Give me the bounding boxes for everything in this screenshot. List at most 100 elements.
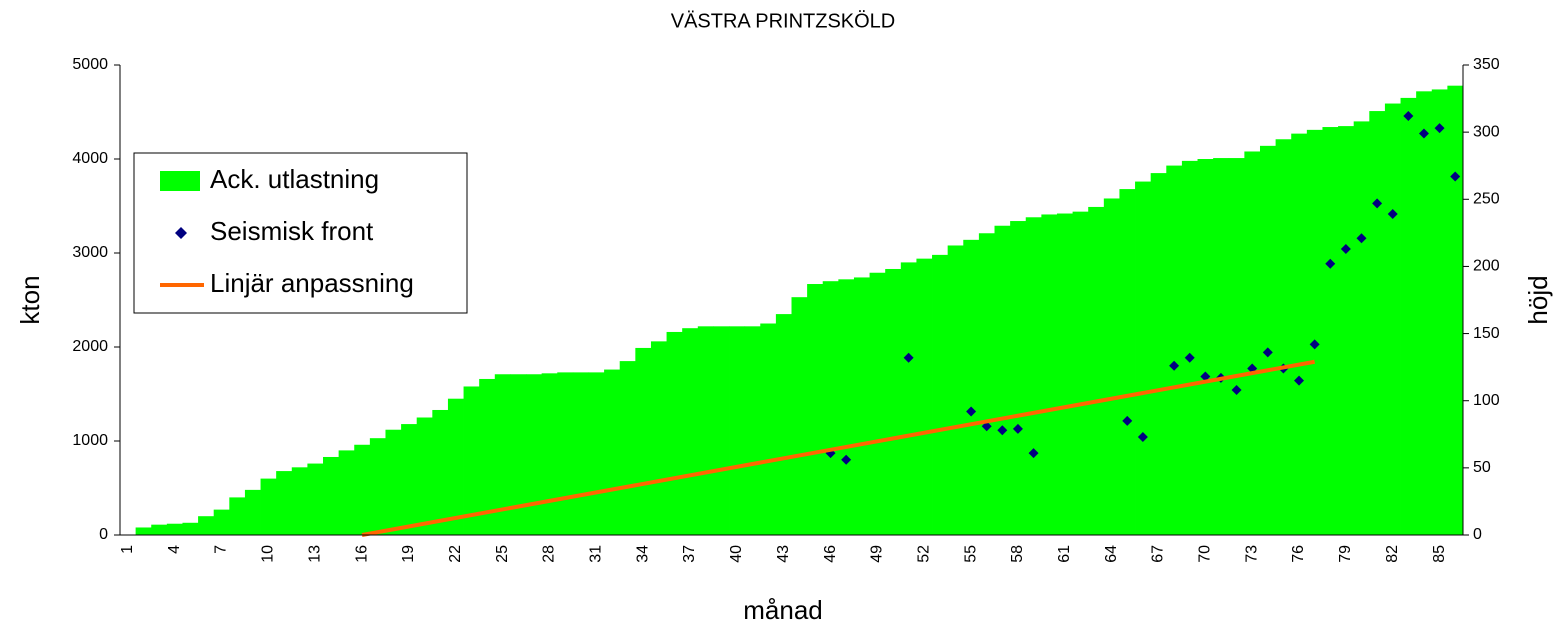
y2-tick-label: 150: [1473, 325, 1500, 342]
bar: [1306, 129, 1323, 536]
bar: [229, 497, 246, 535]
scatter-point: [1356, 233, 1367, 244]
scatter-point: [1184, 352, 1195, 363]
scatter-point: [1418, 128, 1429, 139]
bar: [494, 374, 511, 535]
scatter-point: [1372, 198, 1383, 209]
bar: [276, 471, 293, 535]
bar: [307, 463, 324, 535]
bar: [182, 522, 199, 535]
bar: [838, 279, 855, 535]
bar: [1259, 145, 1277, 535]
y2-axis-title: höjd: [1523, 275, 1553, 324]
x-tick-label: 55: [962, 545, 979, 563]
bar: [526, 374, 543, 535]
bar: [479, 378, 496, 535]
x-tick-label: 19: [400, 545, 417, 563]
bar: [1447, 85, 1464, 536]
scatter-point: [1294, 375, 1305, 386]
bar: [416, 417, 433, 535]
bar: [244, 489, 261, 535]
x-tick-label: 82: [1384, 545, 1401, 563]
bar: [1338, 126, 1355, 535]
x-tick-label: 7: [213, 545, 230, 554]
scatter-point: [1169, 360, 1180, 371]
scatter-point: [1309, 339, 1320, 350]
bar: [1291, 133, 1308, 535]
legend-swatch: [160, 171, 200, 191]
bar: [260, 478, 277, 535]
bar: [463, 386, 480, 535]
scatter-point: [1262, 347, 1273, 358]
x-tick-label: 31: [588, 545, 605, 563]
y2-tick-label: 350: [1473, 56, 1500, 73]
y2-tick-label: 300: [1473, 123, 1500, 140]
x-tick-label: 25: [494, 545, 511, 563]
bar: [994, 225, 1011, 536]
bar: [1400, 97, 1417, 536]
x-tick-label: 37: [681, 545, 698, 563]
x-tick-label: 34: [634, 545, 651, 563]
bar: [1072, 211, 1089, 535]
scatter-point: [1434, 123, 1445, 134]
y2-tick-label: 200: [1473, 258, 1500, 275]
bar: [1275, 139, 1292, 535]
bar: [385, 429, 402, 535]
bar: [151, 524, 168, 535]
bar: [604, 369, 621, 535]
bar: [760, 323, 777, 535]
bar: [1197, 159, 1214, 535]
bar: [1213, 158, 1230, 535]
bar: [853, 277, 870, 535]
x-tick-label: 43: [775, 545, 792, 563]
bar: [729, 326, 746, 535]
y-tick-label: 5000: [72, 56, 108, 73]
bar: [369, 438, 386, 535]
bar: [1166, 165, 1183, 535]
bar: [1384, 103, 1401, 535]
bar: [744, 326, 761, 535]
bar: [666, 331, 683, 535]
scatter-point: [841, 454, 852, 465]
bar: [588, 372, 605, 535]
bar: [1181, 160, 1198, 535]
x-axis-title: månad: [743, 595, 823, 625]
x-tick-label: 46: [822, 545, 839, 563]
scatter-point: [1137, 431, 1148, 442]
y-tick-label: 3000: [72, 244, 108, 261]
bar: [1353, 121, 1370, 536]
y-tick-label: 1000: [72, 432, 108, 449]
bar: [1088, 206, 1105, 535]
bar: [354, 444, 371, 535]
bar: [541, 373, 558, 535]
bar: [401, 424, 418, 535]
bar: [947, 245, 964, 536]
legend-marker: [175, 227, 187, 239]
x-tick-label: 61: [1056, 545, 1073, 563]
bar: [1010, 221, 1027, 536]
y-axis-title: kton: [15, 275, 45, 324]
bar: [635, 347, 652, 535]
bar: [572, 372, 589, 535]
x-tick-label: 73: [1243, 545, 1260, 563]
bar: [432, 409, 449, 535]
bar: [697, 326, 714, 535]
bar: [323, 456, 340, 535]
scatter-point: [1012, 423, 1023, 434]
y-tick-label: 4000: [72, 150, 108, 167]
bar: [1135, 181, 1152, 535]
scatter-point: [997, 425, 1008, 436]
x-tick-label: 22: [447, 545, 464, 563]
bar: [1228, 158, 1245, 535]
bar: [338, 450, 355, 535]
x-tick-label: 28: [541, 545, 558, 563]
bar: [1056, 213, 1073, 535]
bar: [1244, 151, 1261, 536]
bar: [447, 398, 464, 535]
x-tick-label: 16: [353, 545, 370, 563]
scatter-point: [966, 406, 977, 417]
bar: [510, 374, 527, 535]
x-tick-label: 49: [869, 545, 886, 563]
bar: [619, 361, 636, 535]
